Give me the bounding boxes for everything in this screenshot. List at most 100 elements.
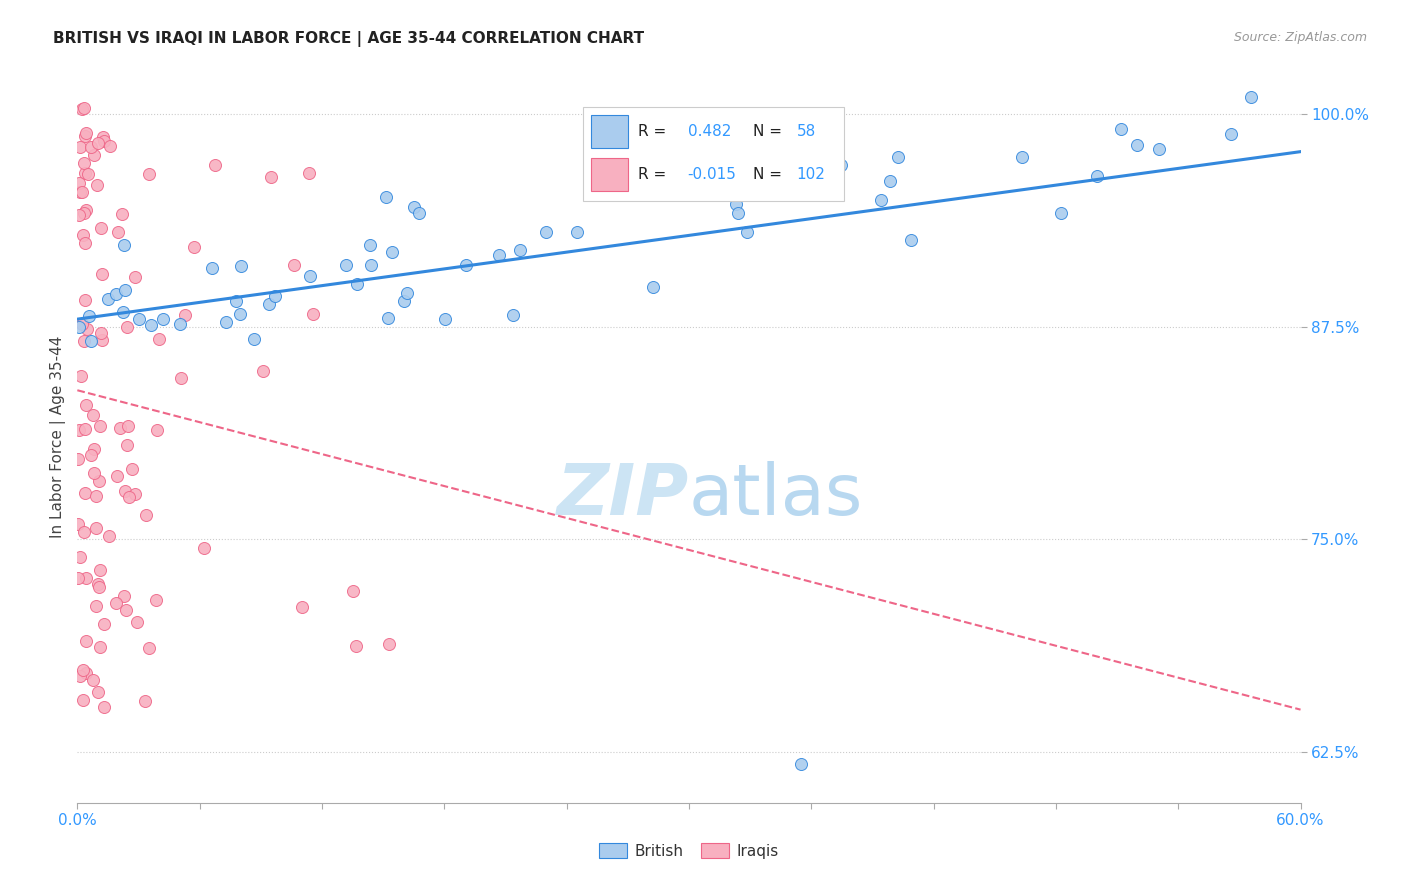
Point [298, 166, 321, 180]
Point [67, 177, 90, 191]
Text: -0.015: -0.015 [688, 167, 737, 182]
Point [72, 693, 94, 707]
Point [75, 202, 97, 217]
Point [118, 490, 141, 504]
FancyBboxPatch shape [592, 158, 627, 191]
Point [231, 259, 253, 273]
Point [66, 517, 89, 532]
Point [128, 312, 150, 326]
Point [735, 225, 758, 239]
Point [342, 583, 364, 598]
Point [89, 418, 111, 433]
Point [93, 129, 115, 144]
Point [259, 297, 281, 311]
Point [900, 233, 922, 247]
Point [84, 489, 107, 503]
Point [89, 580, 111, 594]
Point [138, 641, 160, 656]
Point [75, 126, 97, 140]
Point [77, 168, 100, 182]
Point [114, 484, 136, 499]
Point [75, 486, 97, 500]
Point [69, 185, 91, 199]
FancyBboxPatch shape [592, 114, 627, 148]
Point [72, 102, 94, 116]
Point [83, 466, 105, 480]
Point [204, 158, 226, 172]
Point [72, 318, 94, 332]
Point [98, 529, 121, 543]
Point [73, 101, 96, 115]
Point [252, 364, 274, 378]
Point [879, 174, 901, 188]
Text: R =: R = [638, 124, 666, 139]
Point [1050, 205, 1073, 219]
Point [89, 640, 111, 654]
Point [346, 277, 368, 291]
Point [87, 136, 110, 150]
Point [243, 332, 266, 346]
Legend: British, Iraqis: British, Iraqis [593, 837, 785, 864]
FancyBboxPatch shape [583, 107, 844, 201]
Point [335, 258, 357, 272]
Point [93, 134, 115, 148]
Point [75, 422, 97, 436]
Point [76, 322, 98, 336]
Point [73, 293, 96, 307]
Y-axis label: In Labor Force | Age 35-44: In Labor Force | Age 35-44 [51, 336, 66, 538]
Point [67, 423, 90, 437]
Point [90, 220, 112, 235]
Point [73, 156, 96, 170]
Point [67, 320, 90, 334]
Point [87, 475, 110, 489]
Point [392, 294, 415, 309]
Point [79, 309, 101, 323]
Point [173, 308, 195, 322]
Point [887, 150, 910, 164]
Point [115, 603, 138, 617]
Point [80, 334, 103, 348]
Point [111, 207, 134, 221]
Point [263, 288, 285, 302]
Point [115, 320, 138, 334]
Point [377, 311, 399, 326]
Point [86, 178, 108, 192]
Point [105, 287, 128, 301]
Point [112, 305, 135, 319]
Point [83, 148, 105, 162]
Point [200, 261, 222, 276]
Point [73, 206, 96, 220]
Point [1011, 151, 1033, 165]
Point [790, 756, 813, 771]
Text: 0.482: 0.482 [688, 124, 731, 139]
Point [138, 167, 160, 181]
Point [69, 669, 91, 683]
Point [70, 368, 93, 383]
Point [229, 307, 252, 321]
Point [215, 315, 238, 329]
Point [69, 550, 91, 565]
Point [75, 129, 97, 144]
Point [90, 326, 112, 340]
Point [148, 332, 170, 346]
Point [73, 334, 96, 348]
Point [121, 462, 143, 476]
Point [170, 370, 193, 384]
Point [1085, 169, 1108, 183]
Point [381, 245, 404, 260]
Point [84, 521, 107, 535]
Point [80, 448, 103, 462]
Point [105, 596, 128, 610]
Point [91, 334, 114, 348]
Point [67, 208, 90, 222]
Point [724, 196, 747, 211]
Point [139, 318, 162, 332]
Point [117, 418, 139, 433]
Point [93, 700, 115, 714]
Text: 102: 102 [797, 167, 825, 182]
Point [107, 225, 129, 239]
Point [488, 247, 510, 261]
Point [125, 615, 148, 629]
Point [100, 139, 122, 153]
Point [70, 185, 93, 199]
